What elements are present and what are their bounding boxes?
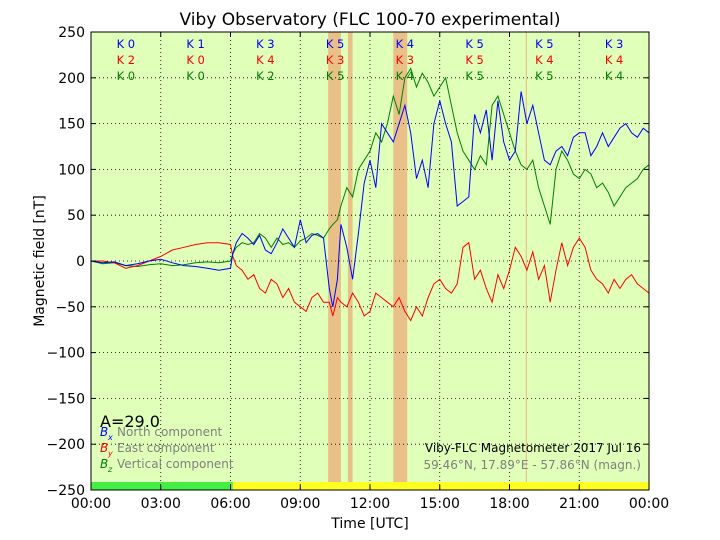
x-tick-label: 09:00 <box>280 496 320 512</box>
legend-symbol-z: B <box>100 457 108 471</box>
plot-frame <box>90 31 650 491</box>
highlight-band <box>393 32 408 490</box>
y-tick-label: 250 <box>58 25 85 41</box>
legend-symbol-y: B <box>100 441 108 455</box>
x-tick-label: 21:00 <box>559 496 599 512</box>
highlight-band <box>328 32 341 490</box>
k-index-z-2: K 2 <box>256 69 275 83</box>
station-annotation: Viby-FLC Magnetometer 2017 Jul 16 <box>425 441 641 455</box>
k-index-z-6: K 5 <box>535 69 554 83</box>
k-index-z-0: K 0 <box>117 69 136 83</box>
k-index-x-6: K 5 <box>535 37 554 51</box>
y-tick-label: −100 <box>47 346 85 362</box>
y-tick-label: 100 <box>58 162 85 178</box>
x-tick-label: 12:00 <box>350 496 390 512</box>
legend-subscript-z: z <box>107 465 113 474</box>
daylight-bar <box>91 482 649 490</box>
k-index-z-3: K 5 <box>326 69 345 83</box>
k-index-x-3: K 5 <box>326 37 345 51</box>
series-line-x <box>90 91 650 307</box>
k-index-y-4: K 3 <box>396 53 415 67</box>
series-line-y <box>91 237 650 322</box>
k-index-x-5: K 5 <box>465 37 484 51</box>
k-index-z-4: K 4 <box>396 69 415 83</box>
y-tick-label: −50 <box>55 300 85 316</box>
k-index-y-6: K 4 <box>535 53 554 67</box>
x-tick-label: 00:00 <box>629 496 669 512</box>
y-axis-label: Magnetic field [nT] <box>32 195 48 327</box>
k-index-x-2: K 3 <box>256 37 275 51</box>
k-index-y-2: K 4 <box>256 53 275 67</box>
x-axis-label: Time [UTC] <box>330 516 408 532</box>
k-index-y-0: K 2 <box>117 53 136 67</box>
k-index-z-7: K 4 <box>605 69 624 83</box>
x-tick-label: 15:00 <box>420 496 460 512</box>
k-index-labels: K 0 K 1 K 3 K 5 K 4 K 5 K 5 K 3 K 2 K 0 K 4 K 3 K 3 K… <box>117 37 624 83</box>
legend-subscript-y: y <box>107 449 113 458</box>
y-tick-label: 200 <box>58 71 85 87</box>
highlight-bands <box>328 32 527 490</box>
x-tick-label: 03:00 <box>141 496 181 512</box>
k-index-z-1: K 0 <box>186 69 205 83</box>
x-tick-label: 06:00 <box>210 496 250 512</box>
chart-title: Viby Observatory (FLC 100-70 experimenta… <box>180 10 561 30</box>
y-tick-label: 50 <box>67 208 85 224</box>
y-tick-label: 150 <box>58 117 85 133</box>
k-index-x-7: K 3 <box>605 37 624 51</box>
k-index-y-1: K 0 <box>186 53 205 67</box>
series-lines <box>90 67 650 322</box>
k-index-z-5: K 5 <box>465 69 484 83</box>
highlight-band <box>525 32 527 490</box>
k-index-y-7: K 4 <box>605 53 624 67</box>
legend-label-x: North component <box>117 425 223 439</box>
a-index-label: A=29.0 <box>100 412 160 431</box>
series-line-z <box>90 67 650 268</box>
k-index-x-4: K 4 <box>396 37 415 51</box>
legend-label-y: East component <box>117 441 215 455</box>
highlight-band <box>347 32 353 490</box>
y-tick-label: 0 <box>76 254 85 270</box>
x-tick-label: 18:00 <box>489 496 529 512</box>
k-index-y-3: K 3 <box>326 53 345 67</box>
legend-label-z: Vertical component <box>117 457 234 471</box>
k-index-y-5: K 5 <box>465 53 484 67</box>
axis-ticks: 00:00 03:00 06:00 09:00 12:00 15:00 18:00 21:00… <box>47 25 670 512</box>
daylight-segment-day <box>232 482 649 490</box>
k-index-x-1: K 1 <box>186 37 205 51</box>
legend-symbol-x: B <box>100 425 108 439</box>
daylight-segment-night <box>91 482 233 490</box>
x-tick-label: 00:00 <box>71 496 111 512</box>
grid-lines <box>91 32 649 490</box>
legend-subscript-x: x <box>107 433 113 442</box>
y-tick-label: −250 <box>47 483 85 499</box>
y-tick-label: −200 <box>47 437 85 453</box>
y-tick-label: −150 <box>47 391 85 407</box>
k-index-x-0: K 0 <box>117 37 136 51</box>
coordinates-annotation: 59.46°N, 17.89°E - 57.86°N (magn.) <box>424 458 641 472</box>
